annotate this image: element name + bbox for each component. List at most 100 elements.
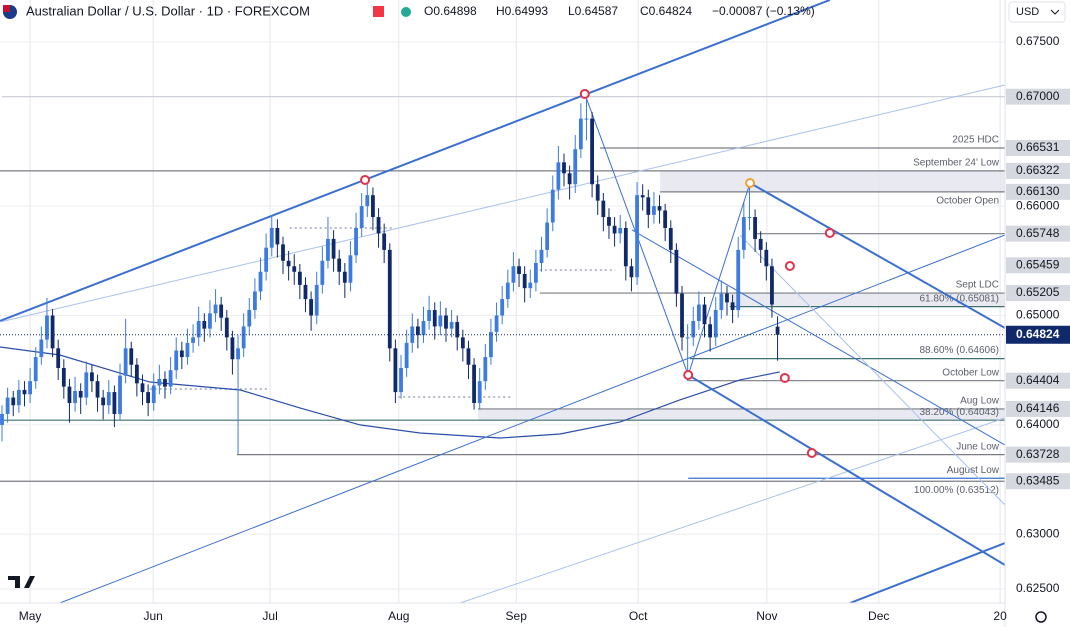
candle-body [725, 293, 729, 303]
candle-body [61, 368, 66, 387]
candle-body [179, 350, 184, 358]
candle-body [522, 273, 527, 289]
candle-body [629, 266, 634, 278]
candle-body [213, 304, 218, 314]
trendline [749, 182, 1005, 329]
level-label: 0.66130 [1016, 184, 1060, 198]
candle-body [247, 310, 252, 327]
trendline [0, 0, 831, 322]
candle-body [219, 304, 224, 318]
symbol-title[interactable]: Australian Dollar / U.S. Dollar · 1D · F… [26, 3, 310, 18]
y-tick-label: 0.65000 [1016, 308, 1060, 322]
candle-body [635, 195, 639, 278]
candle-body [123, 348, 128, 376]
candle-body [28, 381, 33, 395]
candle-body [134, 364, 139, 384]
candle-body [455, 322, 460, 338]
candle-body [607, 217, 611, 226]
candle-body [545, 222, 550, 250]
axis-labels: May Jun Jul Aug Sep Oct Nov Dec 20 0.67500 0.66000… [19, 34, 1070, 623]
x-tick-label: Nov [756, 609, 777, 623]
pivot-marker [824, 228, 835, 239]
candle-body [432, 310, 437, 327]
candle-body [5, 397, 10, 414]
candle-body [106, 392, 111, 406]
pivot-marker [683, 370, 694, 381]
candle-body [320, 260, 325, 285]
candle-body [253, 291, 257, 311]
candle-body [326, 238, 330, 261]
level-note: 61.80% (0.65081) [919, 293, 999, 304]
flag-button[interactable] [373, 6, 384, 17]
candle-body [303, 284, 308, 300]
moving-average [0, 346, 780, 439]
candle-body [505, 282, 510, 300]
pivot-marker [779, 372, 790, 383]
candle-body [236, 348, 240, 360]
level-label-box [1006, 473, 1070, 490]
candle-body [741, 217, 746, 250]
candle-body [269, 227, 274, 248]
candle-body [646, 197, 651, 215]
candle-body [449, 322, 454, 329]
level-note: Sept LDC [956, 280, 999, 291]
candle-body [601, 200, 606, 218]
level-label: 0.67000 [1016, 89, 1060, 103]
level-label-box [1006, 257, 1070, 274]
candle-body [713, 310, 718, 338]
candle-body [696, 304, 701, 321]
candle-body [719, 293, 724, 311]
candle-body [78, 390, 83, 398]
candle-body [387, 249, 392, 349]
level-note: August Low [947, 465, 1000, 476]
legend-low: L0.64587 [568, 4, 618, 18]
x-tick-label: Oct [629, 609, 648, 623]
candle-body [747, 217, 752, 219]
candle-body [584, 118, 589, 120]
level-label: 0.63728 [1016, 447, 1060, 461]
candle-body [230, 337, 235, 360]
candle-body [511, 266, 516, 283]
candle-body [286, 260, 291, 267]
legend-high: H0.64993 [496, 4, 548, 18]
candle-body [202, 320, 207, 329]
pivot-marker [579, 88, 590, 99]
level-label-box [1006, 88, 1070, 105]
level-note: Aug Low [960, 396, 1000, 407]
candle-body [22, 389, 27, 395]
level-note: October Open [936, 196, 999, 207]
candle-body [410, 326, 415, 343]
candle-body [764, 249, 769, 267]
level-label: 0.64404 [1016, 373, 1060, 387]
candle-body [50, 315, 55, 349]
candle-body [297, 271, 302, 285]
pivot-marker [745, 178, 756, 189]
currency[interactable]: USD [1016, 6, 1039, 18]
candle-body [292, 266, 297, 272]
candle-body [129, 348, 134, 365]
candle-body [702, 304, 707, 325]
level-note: September 24' Low [913, 158, 1000, 169]
x-tick-label: Aug [388, 609, 409, 623]
candle-body [708, 324, 713, 338]
legend-change: −0.00087 (−0.13%) [712, 4, 815, 18]
candle-body [590, 118, 594, 185]
trendline [459, 417, 1005, 603]
settings-button[interactable] [1035, 611, 1047, 623]
candle-body [331, 238, 336, 259]
flag-icon [3, 5, 10, 12]
candle-body [483, 357, 488, 382]
candle-body [674, 249, 679, 294]
candle-body [168, 370, 173, 387]
x-tick-label: Jul [262, 609, 277, 623]
currency-button[interactable] [1008, 1, 1066, 23]
candle-body [342, 271, 347, 283]
candle-body [730, 302, 735, 311]
level-label: 0.63485 [1016, 473, 1060, 487]
candle-body [174, 350, 179, 371]
candle-body [652, 206, 656, 215]
level-label-box [1006, 446, 1070, 463]
candle-body [770, 266, 774, 305]
candle-body [736, 249, 741, 311]
